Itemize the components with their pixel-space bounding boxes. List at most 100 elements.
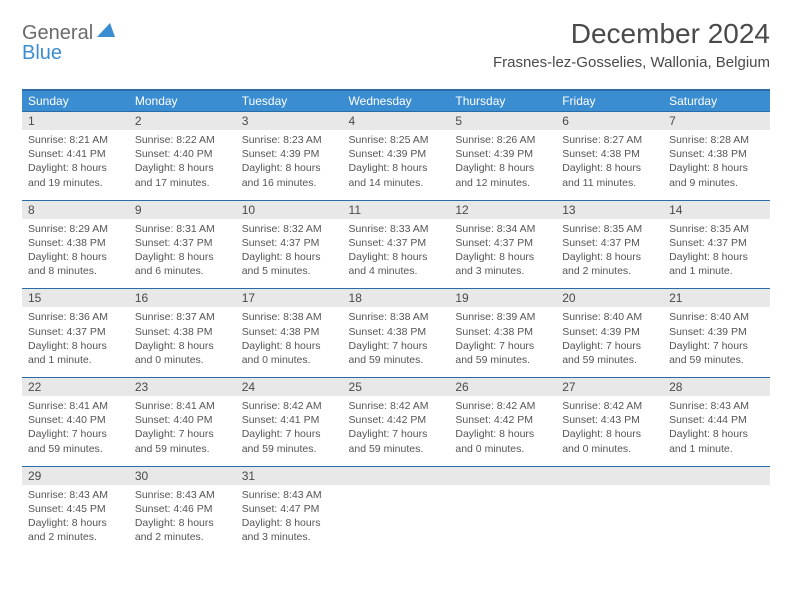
sunset-text: Sunset: 4:46 PM xyxy=(135,502,230,516)
day-detail-cell: Sunrise: 8:39 AMSunset: 4:38 PMDaylight:… xyxy=(449,307,556,377)
day-detail-cell: Sunrise: 8:42 AMSunset: 4:43 PMDaylight:… xyxy=(556,396,663,466)
day-detail-cell: Sunrise: 8:42 AMSunset: 4:41 PMDaylight:… xyxy=(236,396,343,466)
sunset-text: Sunset: 4:38 PM xyxy=(669,147,764,161)
sunset-text: Sunset: 4:39 PM xyxy=(349,147,444,161)
sunset-text: Sunset: 4:38 PM xyxy=(455,325,550,339)
daylight-line2: and 11 minutes. xyxy=(562,176,657,190)
sunset-text: Sunset: 4:38 PM xyxy=(28,236,123,250)
logo-triangle-icon xyxy=(97,23,115,37)
daylight-line2: and 8 minutes. xyxy=(28,264,123,278)
day-number-cell xyxy=(343,466,450,485)
day-detail-cell: Sunrise: 8:27 AMSunset: 4:38 PMDaylight:… xyxy=(556,130,663,200)
day-detail-cell: Sunrise: 8:23 AMSunset: 4:39 PMDaylight:… xyxy=(236,130,343,200)
location-subtitle: Frasnes-lez-Gosselies, Wallonia, Belgium xyxy=(493,54,770,71)
day-detail-cell: Sunrise: 8:41 AMSunset: 4:40 PMDaylight:… xyxy=(22,396,129,466)
daylight-line1: Daylight: 8 hours xyxy=(669,427,764,441)
day-detail-cell: Sunrise: 8:42 AMSunset: 4:42 PMDaylight:… xyxy=(449,396,556,466)
daylight-line2: and 0 minutes. xyxy=(135,353,230,367)
day-detail-cell: Sunrise: 8:42 AMSunset: 4:42 PMDaylight:… xyxy=(343,396,450,466)
daylight-line2: and 4 minutes. xyxy=(349,264,444,278)
day-detail-cell: Sunrise: 8:38 AMSunset: 4:38 PMDaylight:… xyxy=(236,307,343,377)
sunset-text: Sunset: 4:38 PM xyxy=(562,147,657,161)
day-number-cell: 31 xyxy=(236,466,343,485)
daylight-line2: and 17 minutes. xyxy=(135,176,230,190)
sunrise-text: Sunrise: 8:25 AM xyxy=(349,133,444,147)
dow-wednesday: Wednesday xyxy=(343,90,450,112)
day-detail-row: Sunrise: 8:43 AMSunset: 4:45 PMDaylight:… xyxy=(22,485,770,555)
day-detail-cell: Sunrise: 8:35 AMSunset: 4:37 PMDaylight:… xyxy=(663,219,770,289)
daylight-line2: and 59 minutes. xyxy=(135,442,230,456)
daylight-line1: Daylight: 7 hours xyxy=(562,339,657,353)
day-detail-cell: Sunrise: 8:43 AMSunset: 4:47 PMDaylight:… xyxy=(236,485,343,555)
day-detail-cell: Sunrise: 8:43 AMSunset: 4:44 PMDaylight:… xyxy=(663,396,770,466)
sunset-text: Sunset: 4:38 PM xyxy=(242,325,337,339)
sunset-text: Sunset: 4:39 PM xyxy=(242,147,337,161)
daylight-line1: Daylight: 8 hours xyxy=(242,250,337,264)
sunset-text: Sunset: 4:39 PM xyxy=(455,147,550,161)
day-number-cell: 11 xyxy=(343,200,450,219)
daylight-line2: and 59 minutes. xyxy=(455,353,550,367)
day-detail-cell: Sunrise: 8:43 AMSunset: 4:46 PMDaylight:… xyxy=(129,485,236,555)
daylight-line1: Daylight: 7 hours xyxy=(242,427,337,441)
daylight-line2: and 16 minutes. xyxy=(242,176,337,190)
daylight-line1: Daylight: 8 hours xyxy=(562,250,657,264)
sunrise-text: Sunrise: 8:38 AM xyxy=(349,310,444,324)
sunset-text: Sunset: 4:43 PM xyxy=(562,413,657,427)
day-detail-row: Sunrise: 8:36 AMSunset: 4:37 PMDaylight:… xyxy=(22,307,770,377)
daylight-line2: and 0 minutes. xyxy=(455,442,550,456)
logo-text-2: Blue xyxy=(22,42,62,64)
dow-saturday: Saturday xyxy=(663,90,770,112)
daylight-line2: and 1 minute. xyxy=(28,353,123,367)
sunset-text: Sunset: 4:37 PM xyxy=(349,236,444,250)
header: General December 2024 Frasnes-lez-Gossel… xyxy=(22,18,770,71)
day-number-cell: 28 xyxy=(663,378,770,397)
daylight-line1: Daylight: 8 hours xyxy=(135,516,230,530)
day-number-cell: 24 xyxy=(236,378,343,397)
daylight-line1: Daylight: 8 hours xyxy=(135,250,230,264)
day-number-row: 891011121314 xyxy=(22,200,770,219)
day-detail-cell: Sunrise: 8:40 AMSunset: 4:39 PMDaylight:… xyxy=(663,307,770,377)
daylight-line1: Daylight: 7 hours xyxy=(349,427,444,441)
sunset-text: Sunset: 4:37 PM xyxy=(669,236,764,250)
daylight-line1: Daylight: 8 hours xyxy=(135,161,230,175)
daylight-line2: and 19 minutes. xyxy=(28,176,123,190)
day-detail-cell: Sunrise: 8:29 AMSunset: 4:38 PMDaylight:… xyxy=(22,219,129,289)
daylight-line2: and 12 minutes. xyxy=(455,176,550,190)
sunrise-text: Sunrise: 8:42 AM xyxy=(562,399,657,413)
sunrise-text: Sunrise: 8:22 AM xyxy=(135,133,230,147)
day-number-cell: 14 xyxy=(663,200,770,219)
daylight-line2: and 5 minutes. xyxy=(242,264,337,278)
sunset-text: Sunset: 4:40 PM xyxy=(135,413,230,427)
daylight-line2: and 3 minutes. xyxy=(455,264,550,278)
day-number-cell: 1 xyxy=(22,112,129,131)
day-number-cell: 25 xyxy=(343,378,450,397)
day-number-cell: 12 xyxy=(449,200,556,219)
day-detail-cell xyxy=(343,485,450,555)
day-detail-cell: Sunrise: 8:31 AMSunset: 4:37 PMDaylight:… xyxy=(129,219,236,289)
sunrise-text: Sunrise: 8:37 AM xyxy=(135,310,230,324)
daylight-line1: Daylight: 8 hours xyxy=(562,161,657,175)
sunrise-text: Sunrise: 8:26 AM xyxy=(455,133,550,147)
daylight-line2: and 59 minutes. xyxy=(349,442,444,456)
daylight-line2: and 1 minute. xyxy=(669,442,764,456)
sunrise-text: Sunrise: 8:43 AM xyxy=(28,488,123,502)
day-detail-cell: Sunrise: 8:26 AMSunset: 4:39 PMDaylight:… xyxy=(449,130,556,200)
sunset-text: Sunset: 4:42 PM xyxy=(349,413,444,427)
day-detail-cell: Sunrise: 8:28 AMSunset: 4:38 PMDaylight:… xyxy=(663,130,770,200)
logo: General xyxy=(22,18,117,45)
day-number-cell xyxy=(663,466,770,485)
day-of-week-row: Sunday Monday Tuesday Wednesday Thursday… xyxy=(22,90,770,112)
daylight-line1: Daylight: 8 hours xyxy=(349,161,444,175)
sunrise-text: Sunrise: 8:43 AM xyxy=(135,488,230,502)
sunrise-text: Sunrise: 8:31 AM xyxy=(135,222,230,236)
day-number-row: 15161718192021 xyxy=(22,289,770,308)
daylight-line1: Daylight: 7 hours xyxy=(349,339,444,353)
daylight-line2: and 59 minutes. xyxy=(562,353,657,367)
day-detail-row: Sunrise: 8:41 AMSunset: 4:40 PMDaylight:… xyxy=(22,396,770,466)
day-number-row: 22232425262728 xyxy=(22,378,770,397)
sunrise-text: Sunrise: 8:38 AM xyxy=(242,310,337,324)
sunset-text: Sunset: 4:42 PM xyxy=(455,413,550,427)
daylight-line1: Daylight: 8 hours xyxy=(135,339,230,353)
sunset-text: Sunset: 4:37 PM xyxy=(135,236,230,250)
day-number-cell: 23 xyxy=(129,378,236,397)
